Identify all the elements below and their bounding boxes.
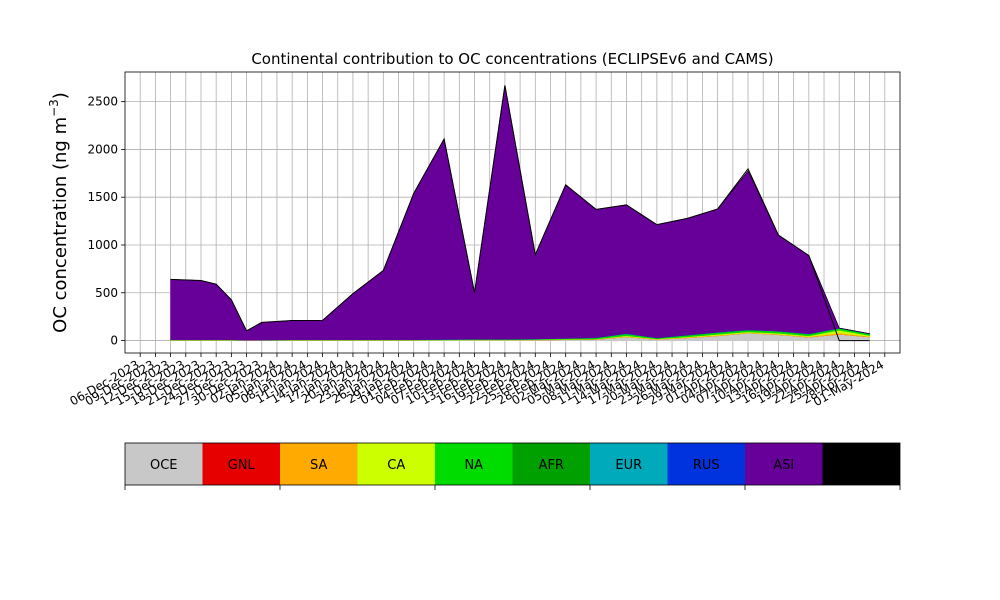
legend-label-afr: AFR xyxy=(539,458,564,473)
legend-swatch-ca xyxy=(357,443,435,485)
y-axis-label-superscript: −3 xyxy=(47,99,61,117)
legend-label-asi: ASI xyxy=(773,458,794,473)
legend-swatch-gnl xyxy=(202,443,280,485)
legend-swatch-sa xyxy=(280,443,358,485)
legend-swatch-rus xyxy=(667,443,745,485)
plot-frame xyxy=(124,71,901,354)
legend-label-rus: RUS xyxy=(693,458,720,473)
y-tick-label: 1500 xyxy=(87,190,118,204)
total-line xyxy=(170,85,870,342)
chart-title: Continental contribution to OC concentra… xyxy=(251,50,773,68)
legend-swatch-oce xyxy=(125,443,203,485)
legend-label-gnl: GNL xyxy=(228,458,256,473)
axes-layer: 06-Dec-202309-Dec-202312-Dec-202315-Dec-… xyxy=(67,71,901,409)
legend-label-oce: OCE xyxy=(150,458,178,473)
legend-swatch-na xyxy=(435,443,513,485)
legend-label-na: NA xyxy=(464,458,483,473)
legend-colorbar: OCE GNL SA CA NA AFR EUR RUS ASI AUS xyxy=(124,442,901,490)
legend-swatch-eur xyxy=(590,443,668,485)
y-axis-label-close: ) xyxy=(50,92,71,99)
y-tick-label: 500 xyxy=(95,286,118,300)
y-tick-label: 2500 xyxy=(87,95,118,109)
y-axis-label-text: OC concentration (ng m xyxy=(50,117,71,333)
legend-swatch-afr xyxy=(512,443,590,485)
legend-label-ca: CA xyxy=(387,458,405,473)
legend-label-eur: EUR xyxy=(615,458,642,473)
legend-label-aus: AUS xyxy=(848,458,875,473)
y-axis-label: OC concentration (ng m−3) xyxy=(47,92,71,333)
y-tick-label: 1000 xyxy=(87,238,118,252)
legend-frame xyxy=(124,442,901,486)
y-tick-label: 2000 xyxy=(87,142,118,156)
y-tick-label: 0 xyxy=(110,334,118,348)
legend-label-sa: SA xyxy=(310,458,327,473)
legend-swatch-aus xyxy=(822,443,900,485)
legend-swatch-asi xyxy=(745,443,823,485)
area-layer xyxy=(170,85,870,342)
